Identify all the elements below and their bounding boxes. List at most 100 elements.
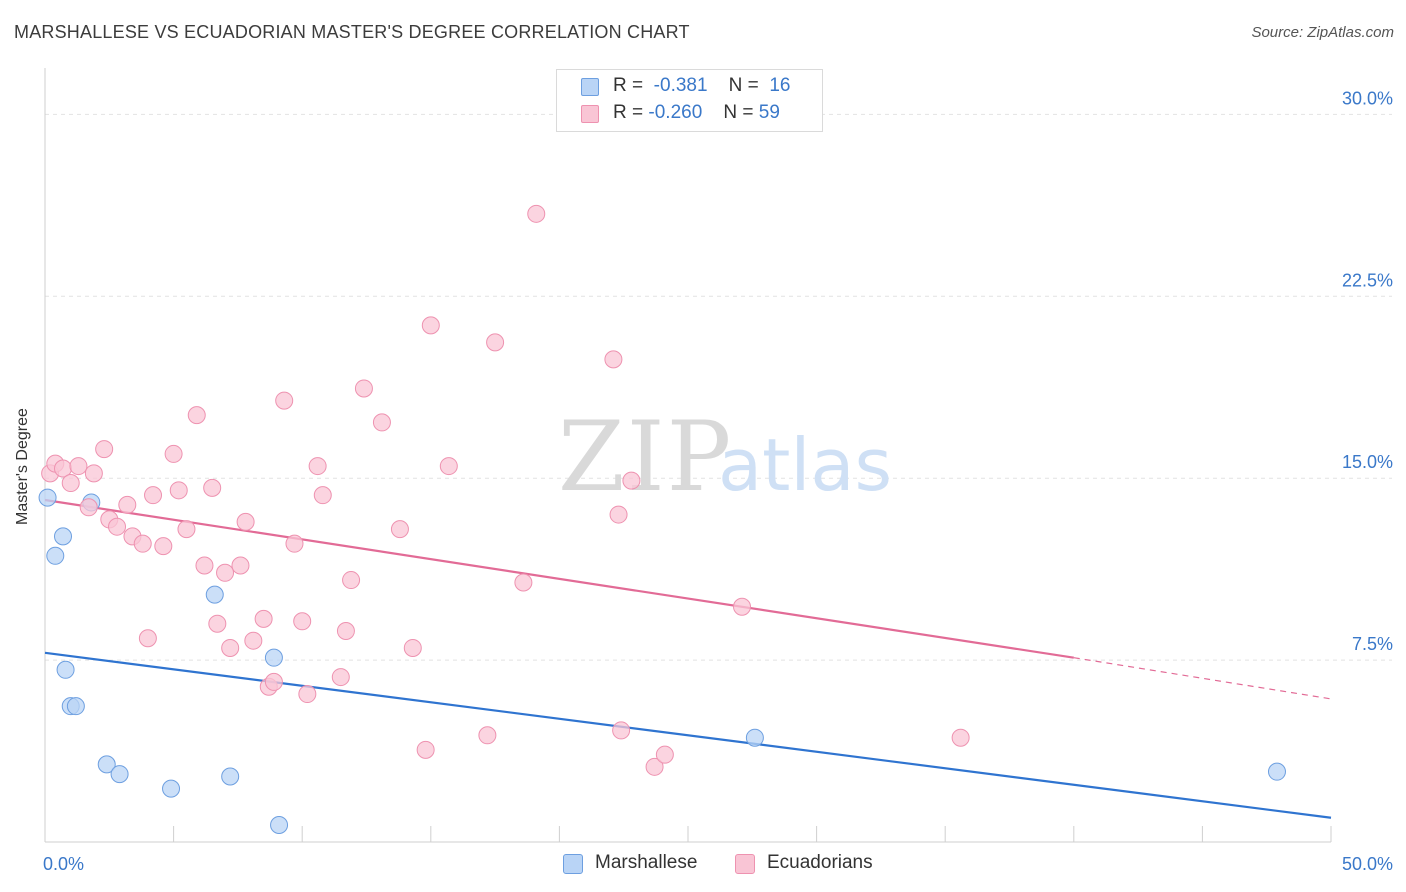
- marshallese-point: [66, 697, 85, 716]
- ecuadorian-point: [486, 333, 505, 352]
- ecuadorian-point: [390, 520, 409, 539]
- zipatlas-watermark: ZIP atlas: [558, 401, 892, 513]
- ecuadorian-point: [154, 537, 173, 556]
- trend-lines: [44, 498, 1332, 819]
- axes: [44, 68, 1332, 843]
- y-tick-label: 22.5%: [1342, 270, 1393, 290]
- ecuadorian-point: [195, 556, 214, 575]
- legend-n-value: 59: [758, 102, 780, 123]
- ecuadorian-point: [216, 563, 235, 582]
- ecuadorian-point: [421, 316, 440, 335]
- legend-text-ecuadorians: R = -0.260 N = 59: [613, 102, 780, 124]
- data-points: [38, 204, 1286, 835]
- legend-r-label: R =: [613, 102, 644, 123]
- ecuadorian-point: [951, 728, 970, 747]
- ecuadorian-point: [144, 486, 163, 505]
- bottom-legend-swatch-ecuadorians: [735, 854, 755, 874]
- ecuadorian-point: [331, 668, 350, 687]
- marshallese-point: [270, 816, 289, 835]
- watermark-atlas: atlas: [718, 423, 892, 507]
- ecuadorian-point: [416, 740, 435, 759]
- ecuadorian-point: [208, 614, 227, 633]
- ecuadorian-point: [527, 204, 546, 223]
- ecuadorian-point: [187, 406, 206, 425]
- ecuadorian-trend-extension: [1073, 657, 1332, 700]
- ecuadorian-point: [108, 517, 127, 536]
- ecuadorian-point: [236, 512, 255, 531]
- ecuadorian-point: [354, 379, 373, 398]
- bottom-legend-label-ecuadorians: Ecuadorians: [767, 852, 873, 873]
- y-axis-label: Master's Degree: [14, 408, 31, 525]
- ecuadorian-point: [604, 350, 623, 369]
- legend-swatch-marshallese: [581, 78, 599, 96]
- ecuadorian-point: [79, 498, 98, 517]
- ecuadorian-point: [169, 481, 188, 500]
- marshallese-point: [38, 488, 57, 507]
- ecuadorian-point: [645, 757, 664, 776]
- marshallese-point: [162, 779, 181, 798]
- ecuadorian-point: [231, 556, 250, 575]
- y-tick-label: 15.0%: [1342, 452, 1393, 472]
- chart-title: MARSHALLESE VS ECUADORIAN MASTER'S DEGRE…: [14, 22, 690, 42]
- ecuadorian-point: [133, 534, 152, 553]
- ecuadorian-point: [69, 457, 88, 476]
- x-tick-label-min: 0.0%: [43, 854, 84, 874]
- marshallese-point: [221, 767, 240, 786]
- legend-n-label: N =: [728, 75, 759, 96]
- ecuadorian-point: [203, 478, 222, 497]
- ecuadorian-point: [138, 629, 157, 648]
- legend-n-label: N =: [723, 102, 754, 123]
- ecuadorian-point: [244, 631, 263, 650]
- ecuadorian-point: [285, 534, 304, 553]
- marshallese-point: [264, 648, 283, 667]
- ecuadorian-point: [612, 721, 631, 740]
- ecuadorian-point: [177, 520, 196, 539]
- x-tick-label-max: 50.0%: [1342, 854, 1393, 874]
- ecuadorian-point: [622, 471, 641, 490]
- marshallese-point: [745, 728, 764, 747]
- y-tick-label: 7.5%: [1352, 634, 1393, 654]
- ecuadorian-point: [298, 685, 317, 704]
- ecuadorian-point: [254, 609, 273, 628]
- ecuadorian-point: [313, 486, 332, 505]
- legend-r-value: -0.381: [653, 75, 708, 96]
- ecuadorian-point: [118, 495, 137, 514]
- ecuadorian-point: [275, 391, 294, 410]
- ecuadorian-point: [403, 638, 422, 657]
- ecuadorian-point: [478, 726, 497, 745]
- ecuadorian-point: [336, 621, 355, 640]
- ecuadorian-point: [264, 672, 283, 691]
- bottom-legend-label-marshallese: Marshallese: [595, 852, 698, 873]
- bottom-legend-swatch-marshallese: [563, 854, 583, 874]
- marshallese-point: [46, 546, 65, 565]
- marshallese-point: [97, 755, 116, 774]
- legend-r-label: R =: [613, 75, 644, 96]
- ecuadorian-point: [84, 464, 103, 483]
- marshallese-point: [1267, 762, 1286, 781]
- legend-text-marshallese: R = -0.381 N = 16: [613, 75, 790, 97]
- ecuadorian-trend-line: [44, 498, 1074, 659]
- legend-n-value: 16: [769, 75, 791, 96]
- ecuadorian-point: [342, 571, 361, 590]
- ecuadorian-point: [221, 638, 240, 657]
- ecuadorian-point: [733, 597, 752, 616]
- watermark-zip: ZIP: [558, 401, 733, 513]
- marshallese-point: [205, 585, 224, 604]
- ecuadorian-point: [308, 457, 327, 476]
- marshallese-point: [56, 660, 75, 679]
- ecuadorian-point: [439, 457, 458, 476]
- ecuadorian-point: [61, 474, 80, 493]
- ecuadorian-point: [655, 745, 674, 764]
- legend-swatch-ecuadorians: [581, 105, 599, 123]
- source-credit: Source: ZipAtlas.com: [1251, 24, 1394, 41]
- ecuadorian-point: [372, 413, 391, 432]
- ecuadorian-point: [95, 440, 114, 459]
- ecuadorian-point: [609, 505, 628, 524]
- marshallese-point: [110, 765, 129, 784]
- ecuadorian-point: [514, 573, 533, 592]
- ecuadorian-point: [164, 444, 183, 463]
- ecuadorian-point: [293, 612, 312, 631]
- marshallese-trend-line: [44, 651, 1332, 819]
- grid-lines: [45, 113, 1392, 661]
